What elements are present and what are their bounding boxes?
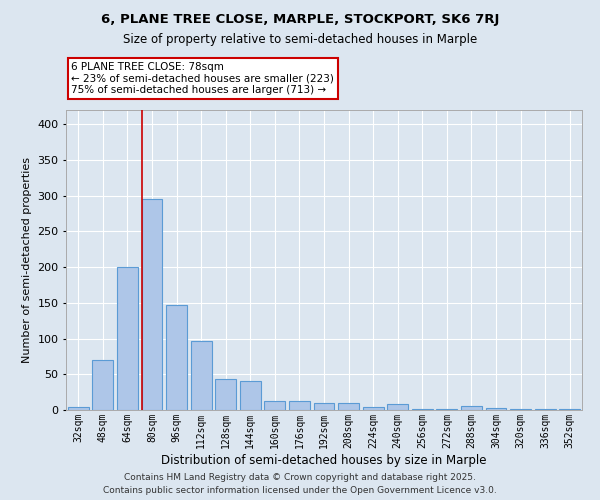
Text: Size of property relative to semi-detached houses in Marple: Size of property relative to semi-detach… <box>123 32 477 46</box>
Bar <box>338 403 359 410</box>
Bar <box>215 378 236 410</box>
Bar <box>191 342 212 410</box>
Y-axis label: Number of semi-detached properties: Number of semi-detached properties <box>22 157 32 363</box>
Text: Contains HM Land Registry data © Crown copyright and database right 2025.: Contains HM Land Registry data © Crown c… <box>124 474 476 482</box>
Bar <box>362 407 383 410</box>
Bar <box>289 400 310 410</box>
Bar <box>68 407 89 410</box>
Text: 6, PLANE TREE CLOSE, MARPLE, STOCKPORT, SK6 7RJ: 6, PLANE TREE CLOSE, MARPLE, STOCKPORT, … <box>101 12 499 26</box>
Bar <box>412 408 433 410</box>
Text: 6 PLANE TREE CLOSE: 78sqm
← 23% of semi-detached houses are smaller (223)
75% of: 6 PLANE TREE CLOSE: 78sqm ← 23% of semi-… <box>71 62 334 95</box>
Bar <box>92 360 113 410</box>
Bar <box>142 200 163 410</box>
Bar <box>485 408 506 410</box>
Bar <box>387 404 408 410</box>
Bar <box>265 400 286 410</box>
Bar <box>461 406 482 410</box>
Bar <box>240 382 261 410</box>
X-axis label: Distribution of semi-detached houses by size in Marple: Distribution of semi-detached houses by … <box>161 454 487 466</box>
Bar <box>314 403 334 410</box>
Bar <box>166 305 187 410</box>
Text: Contains public sector information licensed under the Open Government Licence v3: Contains public sector information licen… <box>103 486 497 495</box>
Bar <box>117 267 138 410</box>
